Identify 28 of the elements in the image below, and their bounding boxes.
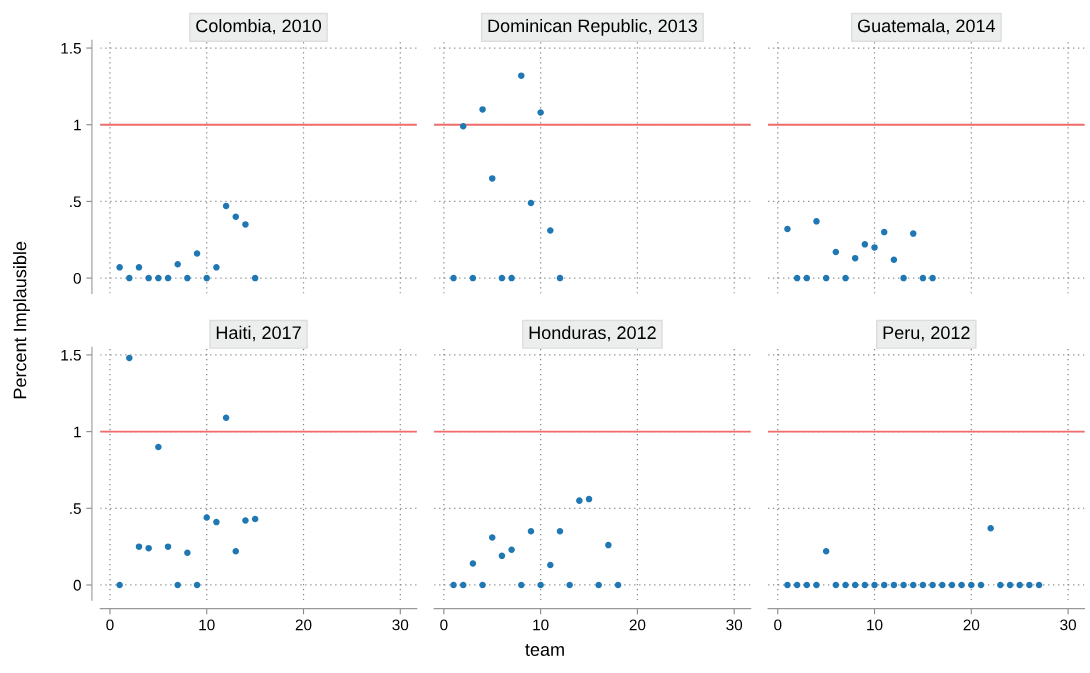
y-tick-label: 0 (73, 579, 81, 591)
x-tick-label: 20 (295, 619, 312, 631)
chart-title: Haiti, 2017 (216, 325, 301, 342)
y-tick-label: 0 (73, 272, 81, 284)
x-tick-label: 0 (106, 619, 114, 631)
x-tick-label: 10 (867, 619, 883, 631)
y-tick-label: 1 (74, 426, 81, 438)
x-tick-label: 0 (440, 619, 448, 631)
chart-title: Dominican Republic, 2013 (488, 18, 698, 36)
chart-title: Guatemala, 2014 (857, 18, 996, 35)
x-tick-label: 10 (199, 619, 215, 631)
y-tick-label: .5 (70, 196, 81, 208)
x-tick-label: 30 (1060, 619, 1076, 631)
y-tick-label: 1.5 (61, 43, 81, 54)
x-tick-label: 20 (963, 619, 980, 631)
y-tick-label: 1.5 (61, 349, 81, 361)
x-tick-label: 0 (774, 619, 782, 631)
chart-title: Colombia, 2010 (196, 18, 322, 35)
x-tick-label: 20 (629, 619, 646, 631)
y-tick-label: 1 (74, 119, 81, 131)
y-tick-label: .5 (70, 503, 81, 514)
x-axis-title: team (525, 644, 564, 656)
chart-title: Honduras, 2012 (529, 325, 656, 342)
chart-title: Peru, 2012 (883, 326, 970, 342)
x-tick-label: 10 (533, 619, 549, 631)
y-axis-title: Percent Implausible (13, 241, 30, 399)
x-tick-label: 30 (392, 619, 409, 631)
x-tick-label: 30 (726, 619, 743, 631)
